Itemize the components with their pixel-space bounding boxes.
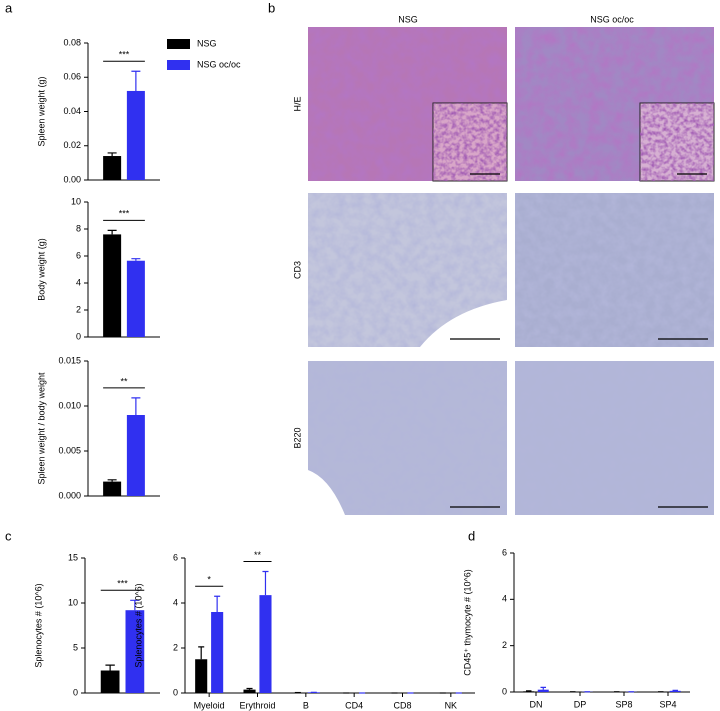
error-bar [131,70,141,91]
micrograph [515,361,714,515]
y-tick-label: 0.08 [63,37,81,47]
x-tick-label: CD4 [345,700,363,710]
row-title: H/E [292,96,302,111]
y-tick-label: 6 [173,552,178,562]
x-tick-label: SP4 [659,699,676,709]
error-bar [246,687,253,690]
bar [126,415,145,496]
panel-letter: c [5,528,12,543]
micrograph [308,193,507,347]
legend-swatch [167,39,190,49]
y-axis-label: Spleen weight (g) [36,76,46,146]
y-tick-label: 2 [502,640,507,650]
y-tick-label: 0.00 [63,174,81,184]
micrograph [515,193,714,347]
bar [243,689,256,693]
error-bar [107,152,117,157]
y-axis-label: Spleen weight / body weight [36,372,46,485]
micrograph [308,361,507,515]
y-tick-label: 4 [76,277,81,287]
row-title: B220 [292,427,302,448]
micrograph [308,27,508,182]
panel-letter: d [468,528,475,543]
bar [126,260,145,337]
error-bar [198,646,205,660]
error-bar [540,686,547,690]
x-tick-label: CD8 [393,700,411,710]
y-tick-label: 0.06 [63,72,81,82]
bar [259,595,272,693]
significance-label: ** [120,376,128,386]
bar [523,691,535,692]
bar [669,690,681,692]
significance-label: * [207,575,211,585]
bar [103,481,122,496]
y-tick-label: 2 [76,304,81,314]
error-bar [105,664,115,671]
y-tick-label: 0.000 [58,490,81,500]
y-tick-label: 0.005 [58,445,81,455]
significance-label: *** [119,209,130,219]
row-title: CD3 [292,261,302,279]
x-tick-label: SP8 [615,699,632,709]
y-tick-label: 10 [71,196,81,206]
y-tick-label: 0.015 [58,355,81,365]
significance-label: ** [254,550,262,560]
legend-label: NSG oc/oc [197,59,241,69]
y-tick-label: 2 [173,642,178,652]
error-bar [107,479,117,482]
error-bar [262,570,269,596]
x-tick-label: Myeloid [194,700,225,710]
legend-swatch [167,60,190,70]
column-title: NSG [398,14,418,24]
error-bar [214,595,221,612]
x-tick-label: NK [445,700,458,710]
x-tick-label: DP [574,699,587,709]
y-tick-label: 4 [502,594,507,604]
significance-label: *** [119,50,130,60]
panel-letter: b [268,0,275,15]
bar [126,90,145,180]
x-tick-label: B [303,700,309,710]
bar [100,670,120,693]
bar [125,610,145,693]
error-bar [130,599,140,611]
y-tick-label: 0 [173,687,178,697]
error-bar [131,397,141,415]
bar [195,659,208,693]
x-tick-label: Erythroid [239,700,275,710]
bar [537,689,549,692]
y-tick-label: 6 [502,547,507,557]
y-tick-label: 0 [73,687,78,697]
significance-label: *** [117,579,128,589]
y-tick-label: 6 [76,250,81,260]
x-tick-label: DN [530,699,543,709]
bar [103,234,122,337]
y-axis-label: Splenocytes # (10^6) [133,583,143,667]
legend-label: NSG [197,38,217,48]
y-tick-label: 5 [73,642,78,652]
y-tick-label: 4 [173,597,178,607]
column-title: NSG oc/oc [590,14,634,24]
bar [211,612,224,693]
y-tick-label: 0.04 [63,106,81,116]
y-axis-label: Splenocytes # (10^6) [33,583,43,667]
y-tick-label: 8 [76,223,81,233]
y-axis-label: CD45⁺ thymocyte # (10^6) [462,569,472,676]
bar [103,156,122,180]
y-tick-label: 10 [68,597,78,607]
y-axis-label: Body weight (g) [36,238,46,301]
y-tick-label: 0.02 [63,140,81,150]
panel-letter: a [5,0,13,15]
micrograph [515,27,715,182]
y-tick-label: 15 [68,552,78,562]
y-tick-label: 0.010 [58,400,81,410]
error-bar [107,229,117,235]
y-tick-label: 0 [502,686,507,696]
error-bar [131,258,141,261]
y-tick-label: 0 [76,331,81,341]
